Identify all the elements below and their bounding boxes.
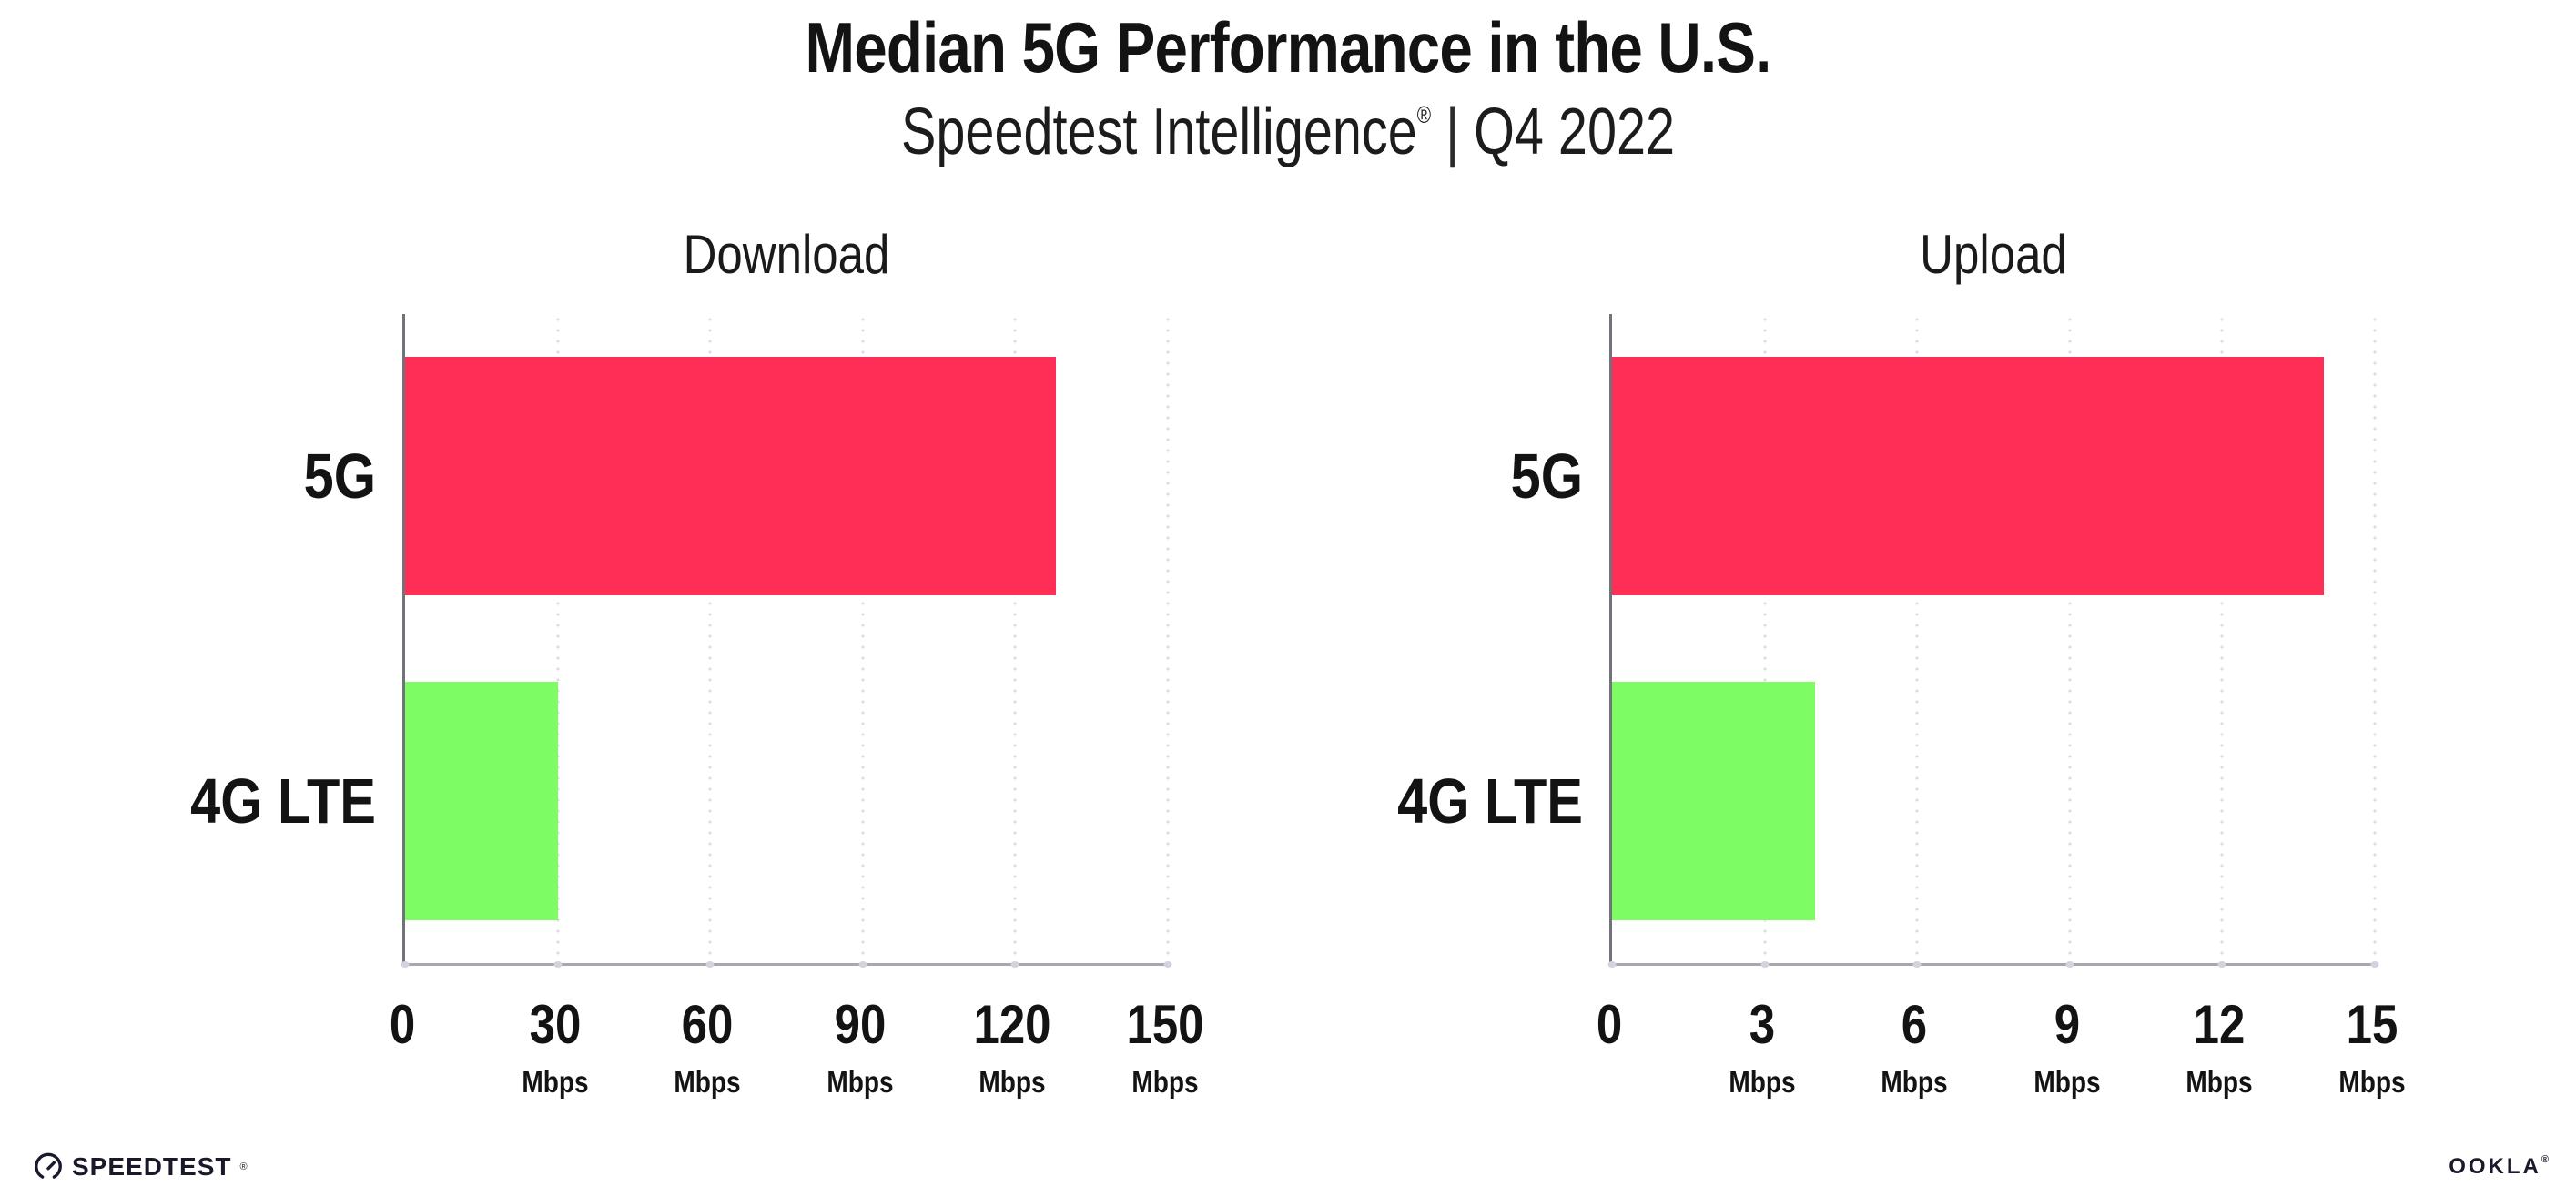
speedtest-gauge-icon <box>35 1152 62 1179</box>
upload-plot-area: 5G 4G LTE <box>1397 314 2379 968</box>
bar-4g-lte <box>1612 681 1816 920</box>
bar-5g <box>405 357 1057 596</box>
gridline <box>1915 314 1919 963</box>
tick-unit: Mbps <box>2338 1065 2406 1099</box>
tick-value: 60 <box>681 994 734 1055</box>
tick-unit: Mbps <box>1881 1065 1948 1099</box>
gridline <box>556 314 560 963</box>
upload-chart: Upload 5G 4G LTE 0 3 Mbps 6 Mbps 9 Mbps 12 Mbps 15… <box>1321 218 2406 1139</box>
page-subtitle: Speedtest Intelligence® | Q4 2022 <box>258 95 2318 168</box>
download-chart: Download 5G 4G LTE 0 30 Mbps 60 Mbps 90 Mbps 120… <box>114 218 1204 1139</box>
axis-tick-dot <box>1010 961 1019 968</box>
tick-unit: Mbps <box>827 1065 894 1099</box>
gridline <box>1166 314 1170 963</box>
chart-title-download: Download <box>683 224 890 285</box>
tick-value: 15 <box>2346 994 2399 1055</box>
speedtest-logo: SPEEDTEST ® <box>33 1151 248 1182</box>
tick-value: 30 <box>529 994 581 1055</box>
axis-tick-dot <box>2065 961 2074 968</box>
ookla-registered-mark: ® <box>2541 1154 2549 1165</box>
axis-tick-dot <box>858 961 867 968</box>
bar-row-5g: 5G <box>1511 314 2375 639</box>
ookla-logo: OOKLA® <box>2449 1154 2549 1180</box>
ookla-wordmark: OOKLA <box>2449 1154 2541 1179</box>
x-axis-tick: 0 <box>1594 993 1624 1056</box>
x-axis-tick: 60 Mbps <box>668 993 746 1100</box>
tick-unit: Mbps <box>674 1065 741 1099</box>
download-plot-area: 5G 4G LTE <box>190 314 1172 968</box>
category-label-5g: 5G <box>303 441 376 512</box>
category-label-5g: 5G <box>1510 441 1583 512</box>
gridline <box>861 314 865 963</box>
category-label-4g-lte: 4G LTE <box>190 765 376 837</box>
gridline <box>1013 314 1017 963</box>
axis-tick-dot <box>1607 961 1617 968</box>
tick-value: 150 <box>1126 994 1204 1055</box>
subtitle-period: Q4 2022 <box>1474 95 1676 168</box>
download-x-axis-ticks: 0 30 Mbps 60 Mbps 90 Mbps 120 Mbps 150 Mbps <box>390 966 1204 1139</box>
speedtest-registered-mark: ® <box>239 1161 248 1172</box>
gridline <box>2373 314 2377 963</box>
bar-row-4g-lte: 4G LTE <box>190 639 1168 964</box>
x-axis-tick: 120 Mbps <box>967 993 1058 1100</box>
subtitle-separator: | <box>1445 95 1460 168</box>
x-axis-tick: 3 Mbps <box>1723 993 1801 1100</box>
tick-value: 3 <box>1749 994 1775 1055</box>
axis-tick-dot <box>705 961 715 968</box>
gridline <box>2068 314 2072 963</box>
axis-tick-dot <box>2217 961 2226 968</box>
tick-value: 0 <box>389 994 416 1055</box>
bar-5g <box>1612 357 2325 596</box>
axis-tick-dot <box>1760 961 1770 968</box>
x-axis-tick: 0 <box>387 993 417 1056</box>
category-label-4g-lte: 4G LTE <box>1397 765 1583 837</box>
speedtest-wordmark: SPEEDTEST <box>72 1152 232 1181</box>
tick-unit: Mbps <box>2186 1065 2254 1099</box>
tick-unit: Mbps <box>979 1065 1047 1099</box>
axis-tick-dot <box>553 961 563 968</box>
gridline <box>2220 314 2224 963</box>
tick-value: 120 <box>973 994 1051 1055</box>
gridline <box>1763 314 1767 963</box>
tick-unit: Mbps <box>1131 1065 1199 1099</box>
gridline <box>708 314 712 963</box>
x-axis-tick: 30 Mbps <box>516 993 594 1100</box>
axis-tick-dot <box>1912 961 1922 968</box>
chart-title-upload: Upload <box>1920 224 2067 285</box>
header: Median 5G Performance in the U.S. Speedt… <box>0 7 2576 168</box>
x-axis-tick: 150 Mbps <box>1120 993 1211 1100</box>
axis-tick-dot <box>1163 961 1172 968</box>
tick-value: 90 <box>834 994 887 1055</box>
bar-4g-lte <box>405 681 558 920</box>
upload-x-axis-ticks: 0 3 Mbps 6 Mbps 9 Mbps 12 Mbps 15 Mbps <box>1597 966 2406 1139</box>
x-axis-tick: 15 Mbps <box>2333 993 2411 1100</box>
tick-unit: Mbps <box>1728 1065 1796 1099</box>
x-axis-tick: 12 Mbps <box>2180 993 2258 1100</box>
tick-value: 12 <box>2194 994 2246 1055</box>
tick-unit: Mbps <box>2033 1065 2101 1099</box>
subtitle-brand: Speedtest Intelligence <box>900 95 1417 168</box>
tick-unit: Mbps <box>521 1065 589 1099</box>
axis-tick-dot <box>2370 961 2379 968</box>
page-title: Median 5G Performance in the U.S. <box>805 7 1772 87</box>
tick-value: 6 <box>1901 994 1928 1055</box>
x-axis-tick: 6 Mbps <box>1875 993 1953 1100</box>
tick-value: 0 <box>1596 994 1623 1055</box>
bar-row-4g-lte: 4G LTE <box>1397 639 2375 964</box>
axis-tick-dot <box>401 961 410 968</box>
x-axis-tick: 90 Mbps <box>821 993 899 1100</box>
x-axis-tick: 9 Mbps <box>2028 993 2106 1100</box>
bar-row-5g: 5G <box>304 314 1168 639</box>
footer: SPEEDTEST ® OOKLA® <box>33 1151 2549 1182</box>
tick-value: 9 <box>2054 994 2080 1055</box>
registered-trademark-icon: ® <box>1416 100 1432 128</box>
